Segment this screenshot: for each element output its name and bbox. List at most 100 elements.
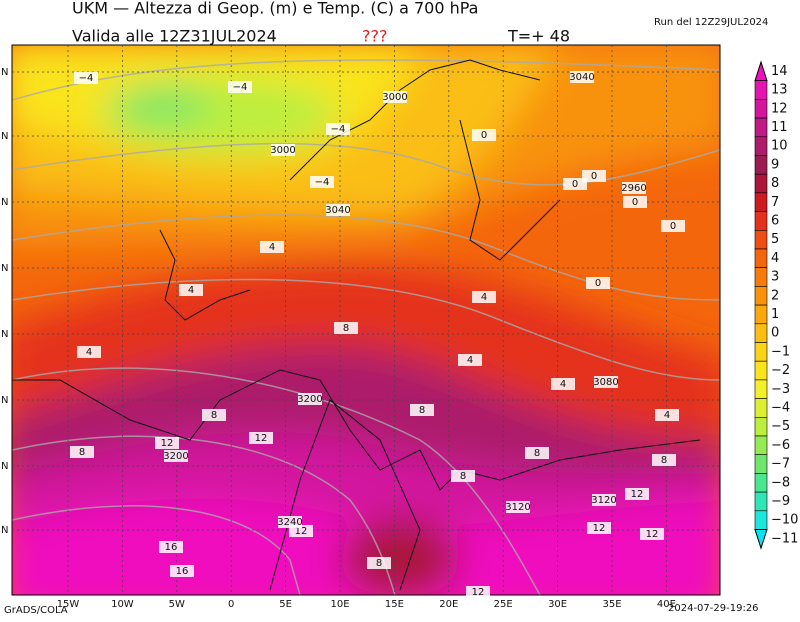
lon-label: 5W [169, 599, 185, 610]
footer-left: GrADS/COLA [4, 605, 68, 616]
contour-label-box [594, 376, 618, 388]
contour-label: 8 [419, 405, 425, 416]
lat-label: N [1, 263, 8, 274]
contour-label: 3120 [591, 495, 616, 506]
contour-label-box [77, 346, 101, 358]
lat-label: N [1, 525, 8, 536]
colorbar-label: −3 [771, 382, 790, 397]
footer-right: 2024-07-29-19:26 [668, 603, 759, 614]
colorbar-label: 2 [771, 288, 779, 303]
lon-label: 0 [228, 599, 234, 610]
contour-label: 16 [176, 566, 189, 577]
contour-label: −4 [79, 73, 94, 84]
contour-label-box [551, 378, 575, 390]
contour-label: 12 [161, 438, 174, 449]
lon-label: 15E [385, 599, 404, 610]
contour-label: 8 [534, 448, 540, 459]
contour-label-box [623, 196, 647, 208]
contour-label: 0 [632, 197, 638, 208]
lon-label: 10E [330, 599, 349, 610]
colorbar-box [754, 155, 768, 175]
colorbar-box [754, 454, 768, 474]
contour-label-box [367, 557, 391, 569]
contour-label: 12 [295, 526, 308, 537]
contour-label: 8 [460, 471, 466, 482]
colorbar-box [754, 379, 768, 399]
contour-label-box [655, 409, 679, 421]
contour-label: 3000 [270, 145, 295, 156]
contour-label-box [570, 71, 594, 83]
colorbar-box [754, 286, 768, 306]
lon-label: 30E [548, 599, 567, 610]
colorbar-box [754, 136, 768, 156]
contour-label: 12 [631, 489, 644, 500]
colorbar-box [754, 435, 768, 456]
contour-label: 12 [472, 587, 485, 598]
lat-label: N [1, 395, 8, 406]
lat-label: N [1, 67, 8, 78]
lon-label: 40E [657, 599, 676, 610]
colorbar-label: −11 [771, 531, 798, 546]
colorbar-cap [754, 529, 768, 550]
colorbar-label: 6 [771, 213, 779, 228]
lat-label: N [1, 329, 8, 340]
contour-label: 0 [670, 221, 676, 232]
run-time: Run del 12Z29JUL2024 [654, 17, 768, 28]
lat-label: N [1, 461, 8, 472]
contour-label: −4 [233, 82, 248, 93]
colorbar-label: −8 [771, 475, 790, 490]
contour-label: 3040 [569, 72, 594, 83]
colorbar-label: −10 [771, 513, 798, 528]
contour-label: 3120 [505, 502, 530, 513]
contour-label-box [70, 446, 94, 458]
contour-label: 0 [481, 130, 487, 141]
contour-label-box [298, 393, 322, 405]
contour-label: 8 [376, 558, 382, 569]
colorbar-box [754, 304, 768, 325]
contour-label: 3200 [297, 394, 322, 405]
contour-label-box [506, 501, 530, 513]
contour-label-box [271, 144, 295, 156]
contour-label-box [249, 432, 273, 444]
colorbar-label: 11 [771, 120, 788, 135]
colorbar-label: 0 [771, 326, 779, 341]
colorbar-box [754, 192, 768, 212]
lon-label: 25E [494, 599, 513, 610]
contour-label-box [652, 454, 676, 466]
contour-label: −4 [331, 124, 346, 135]
contour-label: 4 [560, 379, 566, 390]
lon-label: 20E [439, 599, 458, 610]
colorbar-label: −9 [771, 494, 790, 509]
forecast-step: T=+ 48 [507, 27, 570, 46]
contour-label: 16 [165, 542, 178, 553]
colorbar-box [754, 473, 768, 493]
colorbar-box [754, 416, 768, 437]
contour-label: 4 [188, 285, 194, 296]
contour-label-box [661, 220, 685, 232]
colorbar-label: −1 [771, 344, 790, 359]
contour-label: 3000 [382, 92, 407, 103]
title: UKM — Altezza di Geop. (m) e Temp. (C) a… [72, 0, 478, 18]
colorbar-box [754, 248, 768, 269]
contour-label: 8 [211, 410, 217, 421]
contour-label-box [625, 488, 649, 500]
colorbar-label: 14 [771, 64, 788, 79]
colorbar-label: 5 [771, 232, 779, 247]
colorbar-label: 1 [771, 307, 779, 322]
contour-label-box [586, 277, 610, 289]
contour-label-box [155, 437, 179, 449]
contour-label: 3080 [593, 377, 618, 388]
colorbar-label: −7 [771, 457, 790, 472]
contour-label: 4 [664, 410, 670, 421]
contour-label-box [159, 541, 183, 553]
contour-label: 4 [481, 292, 487, 303]
contour-label: 8 [343, 323, 349, 334]
contour-label: 3040 [325, 205, 350, 216]
colorbar-label: 7 [771, 195, 779, 210]
contour-label-box [640, 528, 664, 540]
lon-label: 15W [57, 599, 80, 610]
colorbar-cap [754, 60, 768, 82]
colorbar-box [754, 491, 768, 512]
colorbar-label: 4 [771, 251, 779, 266]
colorbar-box [754, 398, 768, 418]
